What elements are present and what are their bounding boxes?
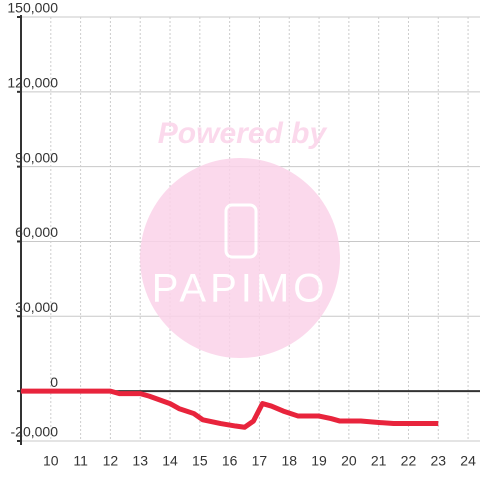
watermark-line2: PAPIMO <box>152 267 329 311</box>
y-tick-label: -20,000 <box>11 424 59 440</box>
watermark-icon <box>224 203 258 259</box>
x-tick-label: 12 <box>103 453 119 469</box>
series-line <box>21 388 439 430</box>
x-tick-label: 11 <box>73 453 88 469</box>
x-tick-label: 14 <box>162 453 178 469</box>
x-tick-label: 10 <box>43 453 59 469</box>
x-tick-label: 15 <box>192 453 208 469</box>
x-tick-label: 17 <box>252 453 268 469</box>
x-tick-label: 13 <box>132 453 148 469</box>
y-tick-label: 30,000 <box>15 299 58 315</box>
y-tick-label: 60,000 <box>15 224 58 240</box>
watermark-line1: Powered by <box>158 117 328 150</box>
y-tick-label: 120,000 <box>7 75 58 91</box>
x-tick-label: 19 <box>311 453 327 469</box>
watermark: Powered by PAPIMO <box>140 117 340 358</box>
x-tick-label: 20 <box>341 453 357 469</box>
y-tick-label: 90,000 <box>15 149 58 165</box>
x-tick-label: 21 <box>371 453 387 469</box>
x-tick-label: 24 <box>460 453 476 469</box>
x-tick-label: 16 <box>222 453 238 469</box>
x-tick-label: 18 <box>281 453 297 469</box>
y-tick-label: 150,000 <box>7 0 58 16</box>
x-tick-label: 23 <box>430 453 446 469</box>
x-tick-label: 22 <box>401 453 417 469</box>
y-tick-label: 0 <box>50 374 58 390</box>
